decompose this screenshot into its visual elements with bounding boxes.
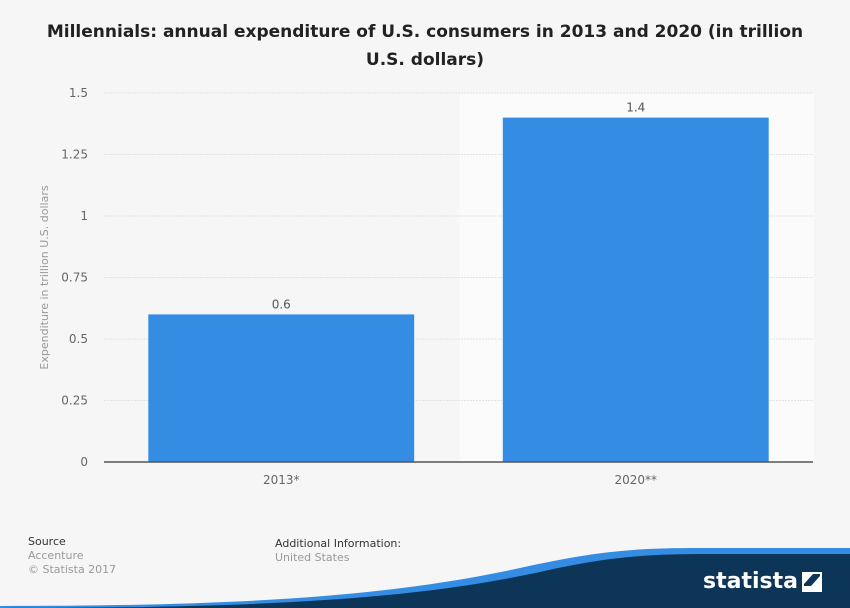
y-tick-label: 0.5 — [69, 332, 88, 346]
x-tick-label: 2013* — [263, 473, 300, 487]
chart-title: Millennials: annual expenditure of U.S. … — [46, 22, 804, 70]
y-axis-title: Expenditure in trillion U.S. dollars — [38, 185, 51, 369]
source-link[interactable]: Accenture — [28, 549, 84, 562]
info-value: United States — [275, 551, 350, 564]
x-tick-labels: 2013* 2020** — [263, 473, 657, 487]
bar-2013[interactable] — [148, 314, 415, 462]
statista-logo-text[interactable]: statista — [703, 569, 798, 594]
y-tick-label: 0.75 — [61, 271, 88, 285]
y-tick-label: 0.25 — [61, 394, 88, 408]
source-heading: Source — [28, 535, 66, 548]
bar-2020[interactable] — [502, 117, 769, 462]
brand-wave — [0, 548, 850, 608]
y-tick-label: 1 — [80, 209, 88, 223]
x-tick-label: 2020** — [614, 473, 657, 487]
bars — [148, 117, 769, 462]
y-tick-label: 1.25 — [61, 148, 88, 162]
copyright: © Statista 2017 — [28, 563, 117, 576]
y-tick-label: 1.5 — [69, 86, 88, 100]
data-label: 0.6 — [272, 297, 291, 311]
info-heading: Additional Information: — [275, 537, 402, 550]
data-labels: 0.6 1.4 — [272, 101, 646, 312]
y-tick-label: 0 — [80, 455, 88, 469]
y-tick-labels: 0 0.25 0.5 0.75 1 1.25 1.5 — [61, 86, 88, 469]
footer-additional-info: Additional Information: United States — [275, 537, 401, 565]
data-label: 1.4 — [626, 101, 645, 115]
statista-logo-icon — [802, 572, 822, 592]
footer-source: Source Accenture © Statista 2017 — [28, 535, 116, 577]
